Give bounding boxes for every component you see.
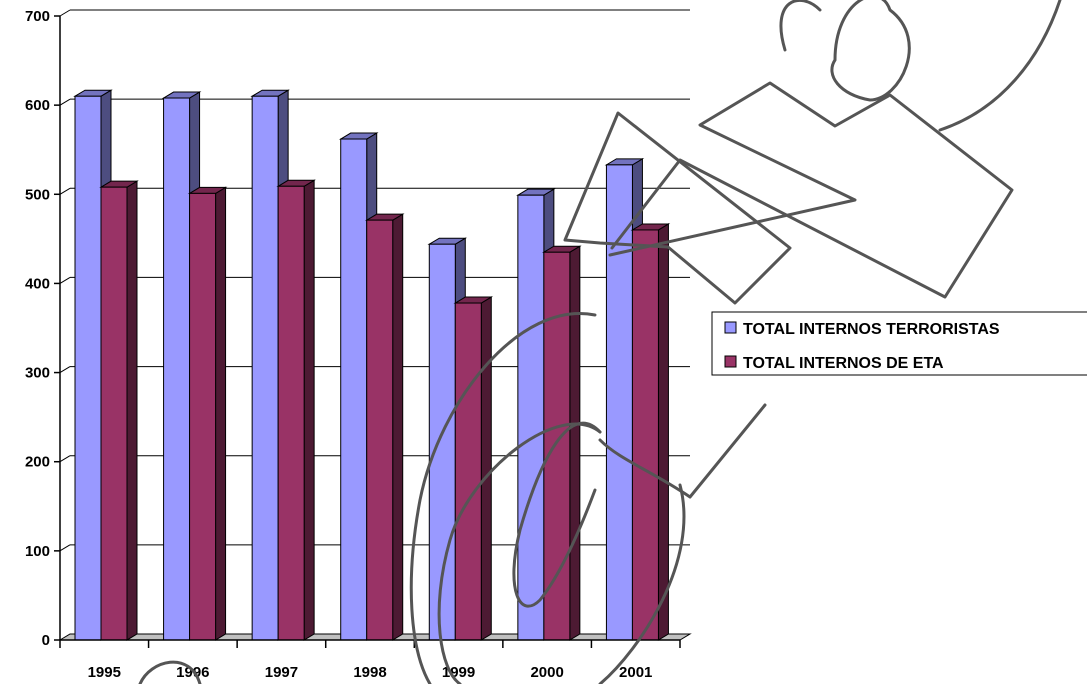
y-axis: 0 100 200 300 400 500 600 700: [25, 8, 61, 649]
x-tick-label: 1997: [265, 664, 298, 681]
legend: TOTAL INTERNOS TERRORISTAS TOTAL INTERNO…: [711, 311, 1087, 376]
bar-side: [215, 186, 227, 641]
legend-item-terroristas: TOTAL INTERNOS TERRORISTAS: [724, 321, 1000, 338]
bar-side: [569, 245, 581, 641]
bars: [73, 89, 671, 641]
bar-front: [163, 97, 191, 641]
bar-front: [543, 251, 571, 641]
bar-front: [74, 95, 102, 641]
bar-front: [100, 186, 128, 641]
legend-box: [711, 311, 1087, 376]
x-axis: 1995 1996 1997 1998 1999 2000 2001: [59, 639, 681, 681]
y-tick-label: 700: [25, 8, 50, 25]
x-tick-label: 1995: [88, 664, 121, 681]
bar-eta-1998: [364, 213, 405, 641]
x-tick-label: 2000: [530, 664, 563, 681]
bar-front: [251, 95, 279, 641]
y-tick-label: 200: [25, 454, 50, 471]
bar-side: [657, 223, 669, 641]
legend-label-terroristas: TOTAL INTERNOS TERRORISTAS: [743, 321, 1000, 338]
y-tick-label: 100: [25, 543, 50, 560]
bar-front: [366, 219, 394, 641]
gridline-slant: [59, 544, 71, 552]
x-tick-label: 1998: [353, 664, 386, 681]
legend-item-eta: TOTAL INTERNOS DE ETA: [724, 355, 944, 372]
gridline-slant: [59, 455, 71, 463]
bar-side: [303, 179, 315, 641]
y-tick-label: 600: [25, 97, 50, 114]
x-tick-label: 1999: [442, 664, 475, 681]
gridline-slant: [59, 98, 71, 106]
gridline-slant: [59, 366, 71, 374]
watermark: [138, 0, 1062, 684]
bar-eta-2001: [630, 223, 671, 641]
y-tick-label: 0: [42, 632, 50, 649]
y-tick-label: 400: [25, 275, 50, 292]
y-tick-label: 500: [25, 186, 50, 203]
gridline-slant: [59, 9, 71, 17]
bar-side: [480, 296, 492, 641]
bar-front: [277, 185, 305, 641]
bar-front: [340, 138, 368, 641]
bar-front: [189, 192, 217, 641]
x-tick-label: 2001: [619, 664, 652, 681]
bar-front: [517, 194, 545, 641]
bar-side: [126, 180, 138, 641]
bar-eta-1995: [99, 180, 139, 641]
legend-swatch-eta: [724, 355, 737, 368]
bar-front: [631, 229, 659, 641]
bar-eta-2000: [542, 245, 582, 641]
bar-eta-1999: [453, 296, 494, 641]
bar-side: [392, 213, 404, 641]
legend-label-eta: TOTAL INTERNOS DE ETA: [743, 355, 944, 372]
bar-eta-1996: [187, 186, 228, 641]
bar-eta-1997: [276, 179, 316, 641]
gridline-slant: [59, 276, 71, 284]
bar-front: [454, 302, 482, 641]
gridline-slant: [59, 187, 71, 195]
legend-swatch-terroristas: [724, 321, 737, 334]
y-tick-label: 300: [25, 365, 50, 382]
